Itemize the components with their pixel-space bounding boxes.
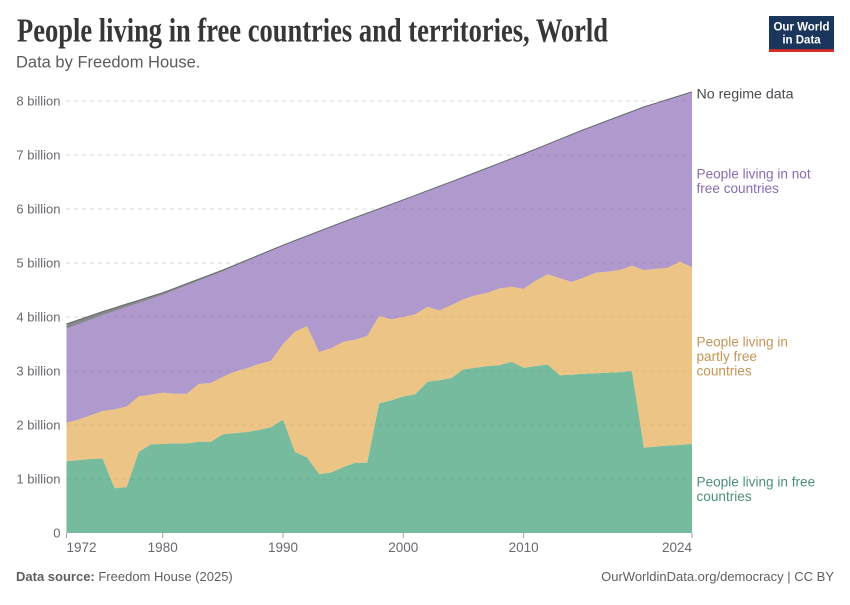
svg-text:2 billion: 2 billion — [16, 418, 60, 433]
svg-text:2000: 2000 — [388, 540, 418, 555]
svg-text:6 billion: 6 billion — [16, 202, 60, 217]
svg-text:1972: 1972 — [67, 540, 97, 555]
svg-text:OurWorldinData.org/democracy |: OurWorldinData.org/democracy | CC BY — [601, 569, 834, 584]
svg-text:No regime data: No regime data — [697, 87, 794, 103]
svg-text:8 billion: 8 billion — [16, 94, 60, 109]
svg-text:Our World: Our World — [773, 22, 829, 34]
svg-text:Data source: Freedom House (20: Data source: Freedom House (2025) — [16, 569, 233, 584]
svg-text:People living in free countrie: People living in free countries and terr… — [17, 13, 608, 50]
svg-text:4 billion: 4 billion — [16, 310, 60, 325]
svg-text:1 billion: 1 billion — [16, 472, 60, 487]
svg-text:1980: 1980 — [148, 540, 178, 555]
svg-text:3 billion: 3 billion — [16, 364, 60, 379]
svg-text:5 billion: 5 billion — [16, 256, 60, 271]
svg-text:in Data: in Data — [782, 35, 821, 47]
svg-text:7 billion: 7 billion — [16, 148, 60, 163]
svg-text:0: 0 — [53, 526, 60, 541]
svg-text:2024: 2024 — [662, 540, 693, 555]
svg-text:2010: 2010 — [509, 540, 539, 555]
svg-text:1990: 1990 — [268, 540, 298, 555]
svg-text:Data by Freedom House.: Data by Freedom House. — [16, 54, 200, 72]
